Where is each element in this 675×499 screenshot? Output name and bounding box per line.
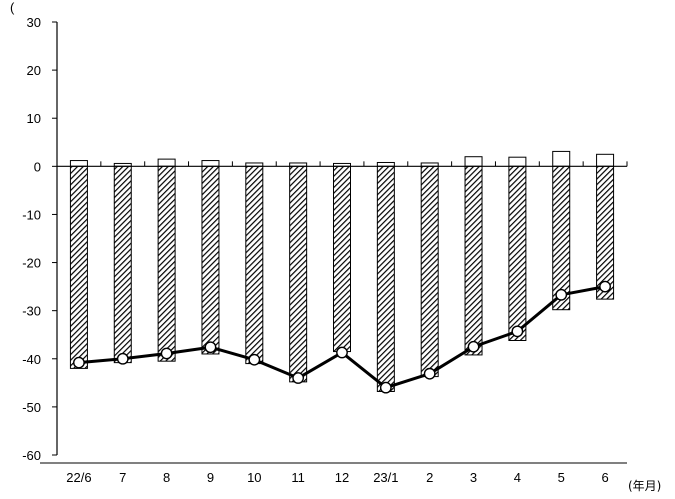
outline-bar [464, 156, 483, 167]
hatched-bar [157, 165, 176, 362]
x-tick-label: 3 [470, 470, 477, 485]
hatched-bar [245, 165, 264, 365]
outline-bar [157, 158, 176, 167]
hatched-bar [289, 165, 308, 383]
x-tick-label: 7 [119, 470, 126, 485]
outline-bar [552, 150, 571, 167]
y-tick-label: -30 [22, 304, 41, 319]
x-axis-unit: (年月) [628, 479, 661, 493]
y-tick-label: -40 [22, 352, 41, 367]
x-tick-label: 12 [335, 470, 349, 485]
line-point [599, 280, 611, 293]
hatched-bar [596, 165, 615, 300]
y-tick-label: 0 [34, 159, 41, 174]
hatched-bar [69, 165, 88, 369]
hatched-bar [376, 165, 395, 392]
x-tick-label: 10 [247, 470, 261, 485]
x-tick-label: 5 [558, 470, 565, 485]
x-tick-label: 9 [207, 470, 214, 485]
x-tick-label: 2 [426, 470, 433, 485]
y-tick-label: -20 [22, 256, 41, 271]
line-point [73, 356, 85, 369]
line-point [467, 340, 480, 353]
outline-bar [596, 153, 615, 167]
hatched-bar [508, 165, 527, 341]
hatched-bar [464, 165, 483, 356]
hatched-bar [333, 165, 351, 353]
y-axis: 30 20 10 0 -10 -20 -30 -40 -50 -60 [22, 15, 58, 463]
line-point [423, 367, 436, 380]
x-tick-label: 23/1 [373, 470, 398, 485]
x-axis: 22/6 7 8 9 10 11 12 23/1 2 3 4 5 6 [40, 161, 628, 485]
outline-bar [201, 160, 220, 167]
outline-bar [508, 156, 527, 167]
line-point [160, 347, 173, 360]
x-tick-label: 6 [601, 470, 608, 485]
line-point [248, 353, 261, 366]
line-point [555, 288, 568, 301]
outline-bar [69, 160, 88, 167]
hatched-bar [201, 165, 220, 355]
line-point [292, 372, 305, 384]
y-tick-label: 20 [27, 63, 41, 78]
x-tick-label: 4 [514, 470, 521, 485]
line-point [116, 352, 129, 365]
line-point [336, 346, 348, 359]
y-tick-label: -10 [22, 207, 41, 222]
y-tick-label: 30 [27, 15, 41, 30]
y-tick-label: 10 [27, 111, 41, 126]
y-tick-label: -50 [22, 400, 41, 415]
line-point [379, 381, 392, 394]
x-tick-label: 22/6 [66, 470, 91, 485]
hatched-bar [113, 165, 132, 364]
y-axis-unit: ( [10, 0, 15, 15]
line-series [73, 280, 611, 394]
y-tick-label: -60 [22, 448, 41, 463]
x-tick-label: 11 [291, 470, 305, 485]
line-point [204, 341, 217, 354]
hatched-bar [552, 165, 571, 311]
hatched-bar [420, 165, 439, 378]
x-tick-label: 8 [163, 470, 170, 485]
line-point [511, 325, 524, 338]
